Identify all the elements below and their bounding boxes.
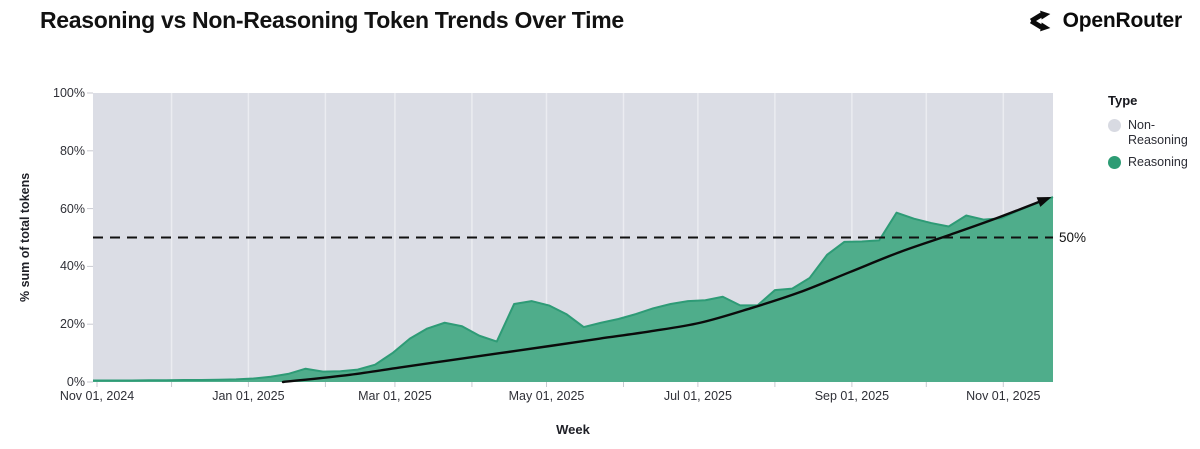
x-tick-label: Nov 01, 2024 — [59, 389, 135, 403]
y-tick-label: 40% — [59, 259, 85, 274]
legend-item-label: Non-Reasoning — [1128, 118, 1188, 147]
legend-item-label: Reasoning — [1128, 154, 1188, 169]
legend-item-non-reasoning[interactable]: Non-Reasoning — [1108, 118, 1198, 148]
y-tick-label: 0% — [66, 375, 85, 389]
fifty-percent-annotation: 50% — [1059, 229, 1087, 245]
legend-item-reasoning[interactable]: Reasoning — [1108, 155, 1198, 170]
x-tick-label: Sep 01, 2025 — [814, 389, 890, 403]
legend-title: Type — [1108, 93, 1138, 108]
y-tick-label: 60% — [59, 201, 85, 216]
brand-name: OpenRouter — [1062, 9, 1183, 32]
x-tick-label: Mar 01, 2025 — [358, 389, 432, 403]
y-tick-label: 80% — [59, 143, 85, 158]
trend-arrowhead-icon — [1036, 197, 1052, 207]
x-tick-label: Nov 01, 2025 — [966, 389, 1041, 403]
x-tick-label: May 01, 2025 — [508, 389, 585, 403]
y-axis-title: % sum of total tokens — [18, 172, 32, 303]
legend: Type Non-Reasoning Reasoning — [1108, 93, 1198, 176]
x-tick-label: Jul 01, 2025 — [663, 389, 732, 403]
legend-swatch-icon — [1108, 119, 1121, 132]
y-tick-label: 20% — [59, 317, 85, 332]
reasoning-area — [93, 197, 1053, 382]
openrouter-route-split-icon — [1029, 10, 1050, 32]
x-tick-label: Jan 01, 2025 — [212, 389, 285, 403]
y-tick-label: 100% — [53, 86, 85, 100]
page-title: Reasoning vs Non-Reasoning Token Trends … — [40, 7, 624, 33]
reasoning-area-edge — [93, 196, 1054, 382]
legend-swatch-icon — [1108, 155, 1121, 169]
openrouter-brand: OpenRouter — [1028, 8, 1182, 34]
trend-curve — [281, 197, 1049, 384]
x-axis-title: Week — [556, 422, 590, 437]
